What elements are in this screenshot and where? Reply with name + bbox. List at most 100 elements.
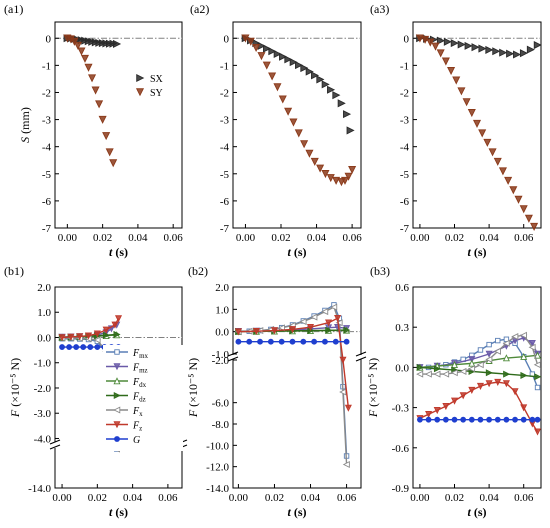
y-tick-label: -5 bbox=[220, 169, 230, 181]
series-line bbox=[419, 381, 539, 433]
x-axis-title: t (s) bbox=[287, 245, 306, 259]
legend-label: Fdz bbox=[132, 392, 146, 404]
data-point bbox=[316, 164, 325, 173]
y-tick-label: -4.0 bbox=[34, 433, 52, 445]
data-point bbox=[495, 337, 501, 344]
x-tick-label: 0.06 bbox=[164, 232, 184, 244]
data-point bbox=[305, 149, 314, 158]
data-point bbox=[425, 416, 432, 423]
axis-break-mark bbox=[355, 351, 367, 357]
data-point bbox=[485, 380, 493, 388]
plot-frame bbox=[412, 286, 542, 489]
panel-b1: (b1) 0.00 0.02 0.04 0.06 2.0 1.0 0.0 -1.0 -2.0 -3.… bbox=[4, 264, 188, 519]
axis-break-gap bbox=[49, 442, 61, 448]
data-point bbox=[246, 338, 253, 345]
legend-label: Fz bbox=[132, 421, 142, 433]
data-point bbox=[526, 45, 535, 54]
y-tick-label: -0.6 bbox=[392, 443, 410, 455]
x-tick-label: 0.04 bbox=[479, 232, 499, 244]
x-tick-label: 0.04 bbox=[479, 492, 499, 504]
data-point bbox=[70, 37, 79, 46]
x-tick-label: 0.02 bbox=[265, 492, 284, 504]
panel-label: (b2) bbox=[188, 264, 208, 278]
data-point bbox=[326, 174, 335, 183]
y-tick-label: -3 bbox=[400, 115, 410, 127]
data-point bbox=[424, 370, 432, 378]
axis-break-mark bbox=[355, 356, 367, 362]
data-point bbox=[514, 195, 523, 204]
axis-break-mark bbox=[49, 444, 61, 450]
data-point bbox=[443, 37, 452, 46]
y-tick-label: -1 bbox=[42, 60, 51, 72]
data-point bbox=[534, 373, 542, 381]
data-point bbox=[273, 83, 282, 92]
legend-label: G bbox=[133, 435, 140, 446]
data-point bbox=[464, 41, 473, 50]
x-tick-label: 0.04 bbox=[307, 232, 327, 244]
y-tick-label: -4 bbox=[42, 142, 52, 154]
y-tick-label: 0.0 bbox=[395, 362, 409, 374]
data-point bbox=[433, 370, 441, 378]
data-point bbox=[113, 363, 121, 371]
data-point bbox=[421, 35, 430, 44]
data-point bbox=[524, 214, 533, 223]
data-point bbox=[300, 140, 309, 149]
legend-label: Fmx bbox=[132, 348, 149, 360]
data-point bbox=[433, 365, 442, 373]
y-tick-label: 0.0 bbox=[215, 327, 229, 339]
data-point bbox=[322, 338, 328, 345]
data-point bbox=[136, 73, 145, 83]
series-Fz bbox=[416, 378, 542, 436]
panel-b2: (b2) 0.00 0.02 0.04 0.06 2.0 1.0 0.0 -1.0-2.0 -6.… bbox=[186, 264, 367, 519]
data-point bbox=[273, 49, 282, 59]
data-point bbox=[468, 356, 476, 364]
plot-frame bbox=[232, 286, 362, 489]
data-point bbox=[485, 355, 493, 363]
y-tick-label: 2.0 bbox=[215, 282, 229, 294]
data-point bbox=[263, 44, 272, 53]
data-point bbox=[87, 344, 94, 351]
data-point bbox=[485, 350, 493, 358]
data-point bbox=[113, 377, 121, 385]
plot-frame bbox=[54, 21, 183, 229]
data-point bbox=[476, 382, 484, 390]
data-point bbox=[84, 63, 93, 72]
x-axis-title: t (s) bbox=[467, 245, 486, 259]
data-point bbox=[450, 360, 459, 368]
data-point bbox=[459, 367, 467, 375]
data-point bbox=[442, 370, 450, 378]
data-point bbox=[335, 319, 343, 327]
data-point bbox=[485, 45, 494, 54]
data-point bbox=[98, 115, 107, 124]
data-point bbox=[344, 172, 353, 181]
data-point bbox=[67, 333, 75, 341]
data-point bbox=[321, 170, 330, 179]
data-point bbox=[450, 397, 459, 405]
data-point bbox=[94, 344, 101, 351]
y-tick-label: -4 bbox=[400, 142, 410, 154]
y-axis-title: F (×10⁻⁵ N) bbox=[366, 358, 380, 418]
x-tick-label: 0.06 bbox=[337, 492, 357, 504]
axis-break-gap bbox=[355, 355, 367, 359]
y-tick-label: -7 bbox=[400, 223, 410, 235]
data-point bbox=[519, 331, 527, 339]
x-tick-label: 0.00 bbox=[52, 492, 72, 504]
y-tick-label: -3 bbox=[42, 115, 52, 127]
legend-label: SY bbox=[150, 88, 163, 99]
data-point bbox=[321, 308, 329, 316]
data-point bbox=[534, 351, 542, 359]
data-point bbox=[305, 67, 314, 76]
data-point bbox=[310, 157, 319, 166]
data-point bbox=[520, 404, 528, 412]
data-point bbox=[113, 330, 121, 338]
data-point bbox=[512, 416, 518, 423]
data-point bbox=[494, 378, 502, 386]
data-point bbox=[457, 40, 466, 49]
data-point bbox=[300, 338, 307, 345]
y-axis-title: S (mm) bbox=[18, 107, 32, 143]
data-point bbox=[311, 338, 318, 345]
data-point bbox=[325, 326, 333, 334]
data-point bbox=[468, 386, 476, 394]
data-point bbox=[295, 61, 304, 70]
data-point bbox=[257, 338, 263, 345]
